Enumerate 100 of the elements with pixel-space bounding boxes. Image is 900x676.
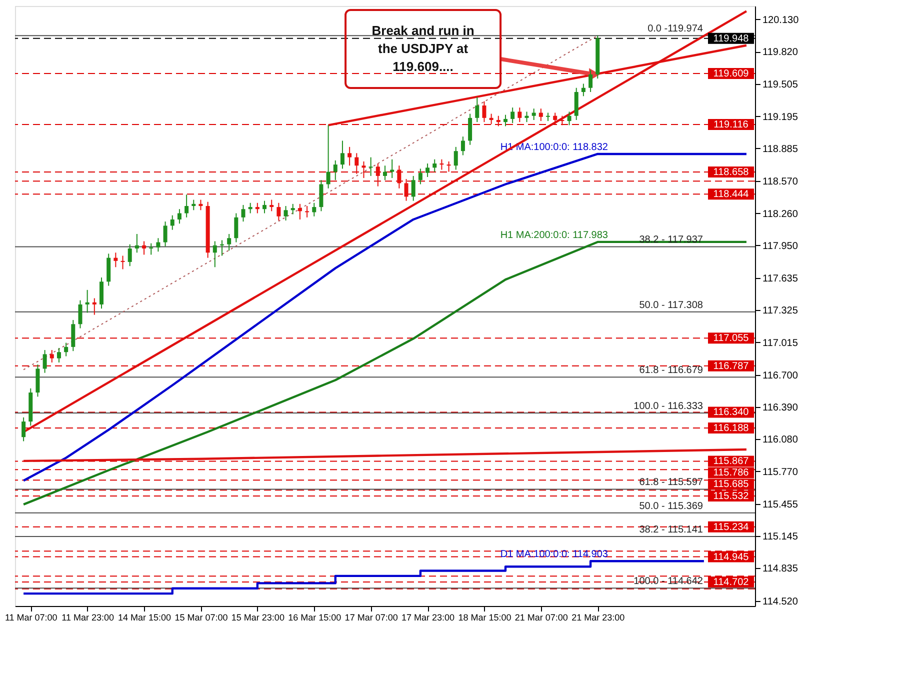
candlestick [503, 114, 508, 127]
candlestick [64, 342, 68, 357]
candlestick [567, 111, 572, 126]
candlestick [22, 416, 26, 442]
candlestick [170, 214, 174, 230]
ref-line-label: 116.787 [713, 360, 750, 372]
y-tick-label: 117.015 [762, 338, 798, 349]
y-tick-label: 117.635 [762, 274, 798, 285]
candlestick [192, 199, 196, 211]
candlestick [212, 240, 217, 268]
y-tick-label: 117.950 [762, 240, 798, 252]
candlestick [184, 194, 189, 218]
y-tick-label: 114.835 [762, 564, 798, 575]
candlestick [255, 202, 260, 214]
y-tick-label: 119.505 [762, 80, 798, 91]
candlestick [482, 100, 486, 123]
candlestick [440, 158, 444, 170]
candlestick [426, 163, 430, 178]
x-tick-label: 15 Mar 07:00 [174, 612, 228, 622]
candlestick [106, 253, 111, 286]
annotation: 38.2 - 115.141 [639, 524, 704, 536]
y-tick-label: 118.885 [762, 144, 798, 155]
candlestick [149, 242, 154, 256]
ref-line-label: 119.948 [713, 33, 750, 44]
candlestick [340, 140, 344, 170]
candlestick [326, 124, 330, 189]
candlestick [333, 160, 338, 181]
candlestick [56, 347, 61, 363]
candlestick [348, 146, 352, 166]
candlestick [234, 212, 238, 243]
candlestick [128, 244, 132, 267]
candlestick [560, 115, 564, 126]
candlestick [290, 203, 295, 215]
x-tick-label: 21 Mar 07:00 [514, 612, 568, 622]
candlestick [496, 115, 500, 127]
candlestick [546, 112, 550, 122]
y-tick-label: 118.260 [762, 208, 798, 220]
candlestick [78, 300, 82, 329]
x-tick-label: 18 Mar 15:00 [458, 612, 512, 622]
ref-line-label: 115.532 [713, 490, 750, 502]
x-tick-label: 11 Mar 23:00 [62, 612, 114, 622]
candlestick [36, 364, 40, 398]
annotation: 100.0 - 116.333 [634, 400, 704, 412]
candlestick [376, 163, 380, 187]
candlestick [581, 83, 586, 97]
ref-line-label: 118.444 [713, 189, 750, 200]
ref-line-label: 115.234 [713, 522, 750, 533]
candlestick [454, 146, 458, 170]
candlestick [446, 160, 451, 172]
candlestick [404, 178, 408, 202]
candlestick [177, 208, 182, 224]
candlestick [92, 298, 96, 316]
ref-line-label: 114.945 [713, 552, 750, 563]
candlestick [220, 240, 224, 256]
candlestick [432, 158, 437, 172]
candlestick [42, 350, 47, 374]
y-tick-label: 115.770 [762, 466, 798, 478]
y-tick-label: 119.820 [762, 47, 798, 58]
candlestick [198, 199, 203, 211]
y-tick-label: 116.080 [762, 434, 798, 446]
candlestick [368, 156, 373, 176]
x-tick-label: 14 Mar 15:00 [118, 612, 172, 622]
ref-line-label: 119.116 [714, 120, 749, 131]
x-tick-label: 17 Mar 23:00 [402, 612, 455, 622]
candlestick [227, 233, 232, 252]
candlestick [71, 319, 76, 352]
y-tick-label: 115.145 [762, 532, 798, 543]
ref-line-label: 118.658 [713, 167, 750, 178]
x-tick-label: 15 Mar 23:00 [231, 612, 284, 622]
ref-line-label: 114.702 [713, 576, 750, 588]
candlestick [298, 203, 302, 220]
annotation: 50.0 - 115.369 [639, 500, 704, 512]
candlestick [532, 108, 536, 120]
candlestick [248, 202, 252, 214]
candlestick [518, 107, 522, 123]
annotation: 61.8 - 115.597 [639, 477, 704, 488]
ref-line-label: 119.609 [713, 68, 750, 80]
y-tick-label: 115.455 [762, 499, 798, 510]
candlestick [262, 200, 267, 214]
ref-line-label: 115.685 [713, 479, 750, 490]
candlestick [270, 199, 274, 212]
candlestick [142, 240, 146, 256]
candlestick [114, 252, 118, 268]
candlestick [284, 206, 288, 222]
x-tick-label: 11 Mar 07:00 [4, 612, 58, 622]
candlestick [510, 107, 515, 124]
annotation: Break and run in the USDJPY at 119.609.... [372, 23, 474, 74]
candlestick [362, 160, 366, 179]
candlestick [276, 202, 281, 222]
series-label: H1 MA:200:0:0: 117.983 [500, 230, 608, 241]
candlestick [312, 202, 316, 217]
y-tick-label: 117.325 [762, 306, 798, 317]
y-tick-label: 118.570 [762, 176, 798, 188]
annotation: 61.8 - 116.679 [639, 365, 704, 376]
annotation: 0.0 -119.974 [648, 24, 704, 35]
candlestick [397, 165, 402, 189]
x-tick-label: 17 Mar 07:00 [344, 612, 398, 622]
candlestick [85, 289, 90, 314]
candlestick [134, 233, 139, 254]
y-tick-label: 114.520 [762, 596, 798, 608]
